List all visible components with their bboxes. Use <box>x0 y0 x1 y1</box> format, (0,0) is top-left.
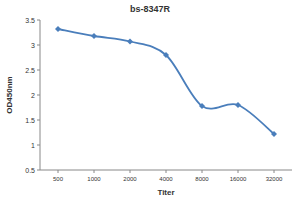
marker <box>199 103 205 109</box>
x-tick <box>202 170 203 173</box>
marker <box>55 26 61 32</box>
y-tick-label: 3 <box>31 42 35 49</box>
x-tick-label: 2000 <box>123 176 137 182</box>
y-tick <box>37 45 40 46</box>
marker <box>127 39 133 45</box>
title: bs-8347R <box>130 4 171 14</box>
y-tick <box>37 145 40 146</box>
x-tick <box>130 170 131 173</box>
y-axis-label: OD450nm <box>5 76 14 113</box>
y-tick-label: 0.5 <box>25 167 35 174</box>
x-tick-label: 500 <box>53 176 64 182</box>
y-tick-label: 1 <box>31 142 35 149</box>
y-tick-label: 1.5 <box>25 117 35 124</box>
y-tick-label: 2 <box>31 92 35 99</box>
x-tick <box>274 170 275 173</box>
y-tick <box>37 70 40 71</box>
x-tick <box>58 170 59 173</box>
y-tick <box>37 95 40 96</box>
marker <box>91 33 97 39</box>
marker <box>235 102 241 108</box>
x-tick <box>238 170 239 173</box>
x-tick-label: 32000 <box>266 176 283 182</box>
x-tick <box>94 170 95 173</box>
y-tick <box>37 170 40 171</box>
x-tick-label: 16000 <box>230 176 247 182</box>
x-tick-label: 4000 <box>159 176 173 182</box>
y-tick <box>37 20 40 21</box>
x-tick-label: 8000 <box>195 176 209 182</box>
x-tick-label: 1000 <box>87 176 101 182</box>
x-axis-label: Titer <box>157 188 174 197</box>
chart: bs-8347R 0.5 1 1.5 2 2.5 3 3.5 500 1000 2000 4000 80… <box>0 0 300 200</box>
x-tick <box>166 170 167 173</box>
series-line <box>58 29 274 134</box>
marker <box>271 131 277 137</box>
plot-area <box>55 26 277 137</box>
marker <box>163 52 169 58</box>
y-tick <box>37 120 40 121</box>
chart-svg: bs-8347R 0.5 1 1.5 2 2.5 3 3.5 500 1000 2000 4000 80… <box>0 0 300 200</box>
y-tick-label: 2.5 <box>25 67 35 74</box>
y-tick-label: 3.5 <box>25 17 35 24</box>
